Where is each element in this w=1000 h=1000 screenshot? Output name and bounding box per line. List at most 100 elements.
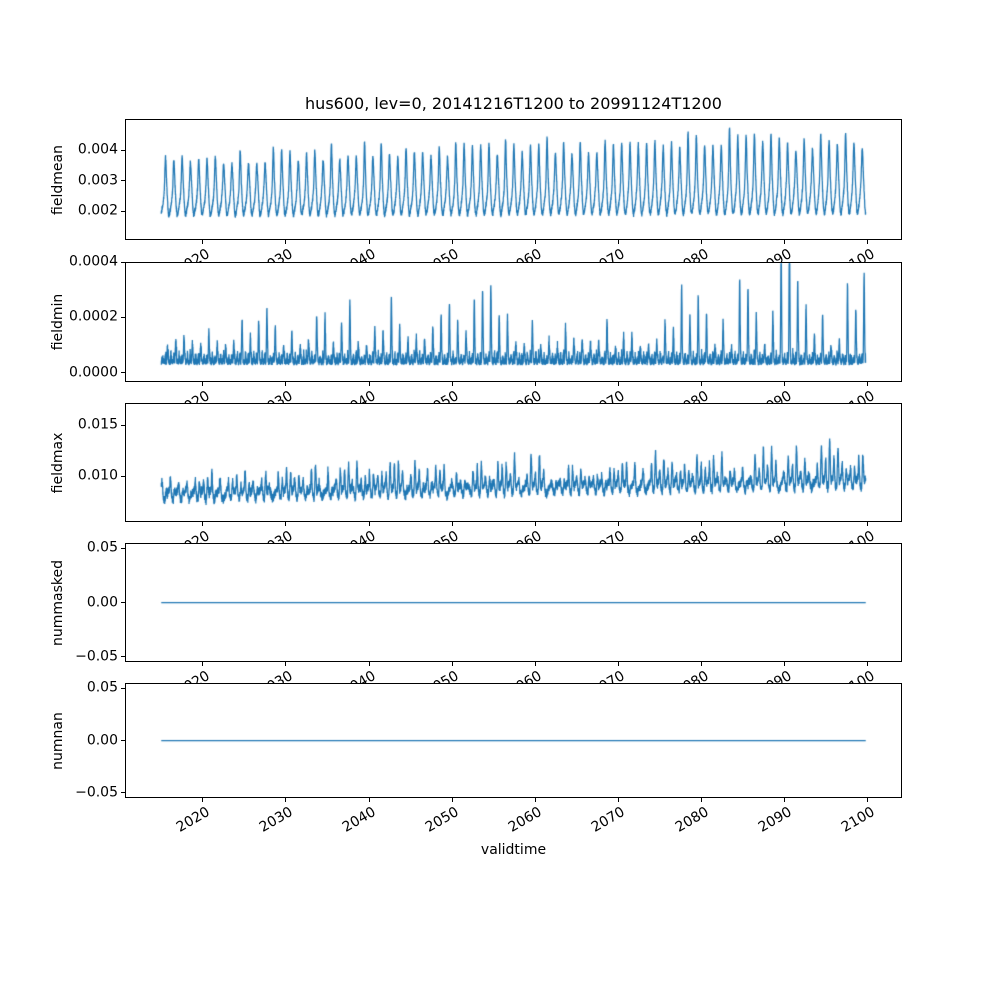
- x-tick-label: 2020: [173, 246, 213, 278]
- x-tick-mark: [618, 662, 620, 666]
- x-tick-label: 2030: [256, 388, 296, 420]
- x-tick-mark: [368, 240, 370, 244]
- y-tick-label: 0.0000: [69, 364, 118, 381]
- y-axis-label-numnan: numnan: [50, 711, 66, 770]
- x-tick-mark: [701, 240, 703, 244]
- y-tick-label: 0.05: [86, 540, 118, 557]
- x-tick-mark: [202, 240, 204, 244]
- x-tick-label: 2020: [173, 668, 213, 700]
- x-tick-mark: [451, 798, 453, 802]
- x-tick-mark: [534, 240, 536, 244]
- x-tick-mark: [285, 662, 287, 666]
- x-tick-mark: [368, 798, 370, 802]
- x-tick-label: 2040: [339, 668, 379, 700]
- x-tick-label: 2100: [838, 388, 878, 420]
- y-tick-mark: [121, 656, 125, 658]
- x-tick-label: 2050: [422, 804, 462, 836]
- axes-nummasked: [125, 543, 902, 662]
- x-tick-label: 2070: [589, 246, 629, 278]
- y-tick-label: 0.00: [86, 594, 118, 611]
- x-tick-label: 2050: [422, 668, 462, 700]
- y-tick-label: 0.0004: [69, 253, 118, 270]
- x-tick-label: 2070: [589, 388, 629, 420]
- y-tick-label: 0.0002: [69, 309, 118, 326]
- x-tick-mark: [534, 798, 536, 802]
- axes-fieldmean: [125, 119, 902, 240]
- x-tick-label: 2090: [755, 804, 795, 836]
- x-tick-mark: [867, 382, 869, 386]
- x-tick-label: 2030: [256, 804, 296, 836]
- x-tick-mark: [202, 662, 204, 666]
- x-tick-label: 2100: [838, 246, 878, 278]
- axes-numnan: [125, 683, 902, 798]
- y-tick-mark: [121, 316, 125, 318]
- x-tick-label: 2100: [838, 668, 878, 700]
- y-axis-label-nummasked: nummasked: [50, 559, 66, 646]
- x-tick-label: 2060: [506, 668, 545, 700]
- y-tick-label: 0.010: [77, 467, 118, 484]
- numnan-line-canvas: [126, 684, 901, 797]
- x-tick-mark: [285, 382, 287, 386]
- x-tick-label: 2040: [339, 388, 379, 420]
- y-tick-mark: [121, 210, 125, 212]
- fieldmean-line-canvas: [126, 120, 901, 239]
- x-tick-mark: [534, 662, 536, 666]
- x-tick-label: 2080: [672, 804, 712, 836]
- x-tick-label: 2090: [755, 668, 795, 700]
- x-tick-label: 2030: [256, 528, 296, 560]
- x-tick-label: 2100: [838, 804, 878, 836]
- y-axis-label-fieldmin: fieldmin: [50, 293, 66, 351]
- y-tick-label: −0.05: [75, 648, 118, 665]
- x-tick-mark: [784, 798, 786, 802]
- x-tick-mark: [451, 382, 453, 386]
- x-tick-mark: [202, 382, 204, 386]
- x-tick-mark: [784, 522, 786, 526]
- y-tick-label: −0.05: [75, 784, 118, 801]
- x-tick-label: 2040: [339, 246, 379, 278]
- x-tick-mark: [784, 662, 786, 666]
- x-tick-label: 2090: [755, 388, 795, 420]
- x-tick-label: 2040: [339, 804, 379, 836]
- nummasked-line-canvas: [126, 544, 901, 661]
- x-tick-mark: [202, 522, 204, 526]
- x-tick-mark: [534, 522, 536, 526]
- x-tick-label: 2070: [589, 668, 629, 700]
- y-tick-label: 0.00: [86, 732, 118, 749]
- y-axis-label-fieldmax: fieldmax: [50, 432, 66, 493]
- fieldmax-line-canvas: [126, 404, 901, 521]
- y-tick-mark: [121, 547, 125, 549]
- y-tick-label: 0.002: [77, 202, 118, 219]
- x-tick-label: 2070: [589, 804, 629, 836]
- x-tick-label: 2020: [173, 804, 213, 836]
- x-tick-label: 2050: [422, 388, 462, 420]
- y-tick-mark: [121, 149, 125, 151]
- x-tick-mark: [618, 240, 620, 244]
- x-tick-mark: [618, 798, 620, 802]
- x-tick-label: 2060: [506, 246, 545, 278]
- x-tick-mark: [618, 382, 620, 386]
- y-tick-label: 0.003: [77, 172, 118, 189]
- x-tick-label: 2030: [256, 246, 296, 278]
- x-tick-mark: [867, 662, 869, 666]
- x-tick-mark: [451, 522, 453, 526]
- x-tick-mark: [784, 240, 786, 244]
- x-tick-mark: [534, 382, 536, 386]
- x-tick-label: 2060: [506, 528, 545, 560]
- x-tick-label: 2100: [838, 528, 878, 560]
- y-tick-mark: [121, 261, 125, 263]
- x-tick-label: 2060: [506, 388, 545, 420]
- x-tick-mark: [701, 382, 703, 386]
- x-tick-mark: [784, 382, 786, 386]
- y-tick-mark: [121, 740, 125, 741]
- y-tick-mark: [121, 687, 125, 689]
- x-tick-label: 2070: [589, 528, 629, 560]
- axes-fieldmax: [125, 403, 902, 522]
- x-tick-mark: [618, 522, 620, 526]
- x-tick-label: 2080: [672, 388, 712, 420]
- y-tick-label: 0.015: [77, 417, 118, 434]
- y-axis-label-fieldmean: fieldmean: [50, 144, 66, 215]
- x-tick-label: 2080: [672, 246, 712, 278]
- x-tick-label: 2060: [506, 804, 545, 836]
- x-tick-mark: [867, 798, 869, 802]
